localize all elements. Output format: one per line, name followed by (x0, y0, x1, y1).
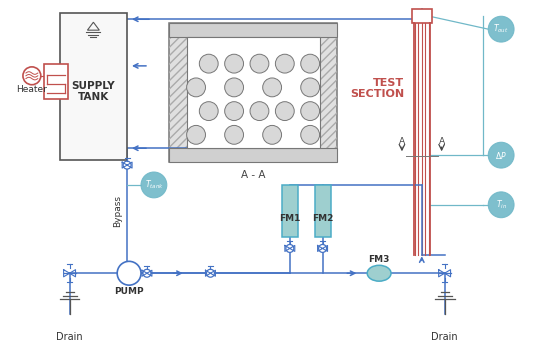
Text: Heater: Heater (17, 85, 47, 94)
Circle shape (263, 125, 281, 144)
Text: A: A (439, 137, 445, 146)
Bar (169, 23, 338, 162)
Text: A - A: A - A (241, 170, 265, 180)
Circle shape (250, 102, 269, 120)
Circle shape (301, 102, 319, 120)
Circle shape (488, 142, 514, 168)
Circle shape (225, 125, 243, 144)
Circle shape (319, 245, 326, 252)
Text: PUMP: PUMP (114, 287, 144, 296)
Bar (282, 185, 298, 236)
Circle shape (141, 172, 167, 198)
Circle shape (225, 102, 243, 120)
Circle shape (225, 78, 243, 97)
Circle shape (23, 67, 41, 85)
Bar (187, 37, 319, 148)
Circle shape (276, 102, 294, 120)
Text: $T_{out}$: $T_{out}$ (493, 23, 509, 35)
Circle shape (488, 16, 514, 42)
Circle shape (200, 102, 218, 120)
Text: FM2: FM2 (312, 214, 333, 223)
Circle shape (207, 269, 215, 277)
Circle shape (117, 261, 141, 285)
Circle shape (301, 54, 319, 73)
Circle shape (286, 245, 294, 252)
Circle shape (301, 125, 319, 144)
Circle shape (301, 78, 319, 97)
Bar (169, 23, 338, 37)
Text: $T_{tank}$: $T_{tank}$ (144, 179, 163, 191)
Circle shape (143, 269, 151, 277)
Bar (169, 148, 338, 162)
Circle shape (123, 161, 131, 169)
Text: TEST
SECTION: TEST SECTION (350, 78, 404, 99)
Bar (315, 185, 331, 236)
Circle shape (187, 125, 205, 144)
Text: Drain: Drain (431, 332, 458, 342)
Text: FM3: FM3 (369, 255, 390, 264)
Bar (169, 23, 338, 162)
Circle shape (200, 54, 218, 73)
Text: $T_{in}$: $T_{in}$ (495, 199, 507, 211)
Text: A: A (399, 137, 405, 146)
Circle shape (263, 78, 281, 97)
Bar (44, 64, 67, 99)
Text: FM1: FM1 (279, 214, 301, 223)
Text: Bypass: Bypass (113, 195, 122, 227)
Circle shape (225, 54, 243, 73)
Circle shape (187, 78, 205, 97)
Circle shape (488, 192, 514, 218)
Bar (59, 13, 127, 160)
Ellipse shape (367, 265, 391, 281)
Text: $\Delta P$: $\Delta P$ (495, 150, 507, 161)
Text: Drain: Drain (56, 332, 83, 342)
Circle shape (276, 54, 294, 73)
Text: SUPPLY
TANK: SUPPLY TANK (72, 81, 115, 102)
Circle shape (250, 54, 269, 73)
Bar (412, 9, 432, 23)
